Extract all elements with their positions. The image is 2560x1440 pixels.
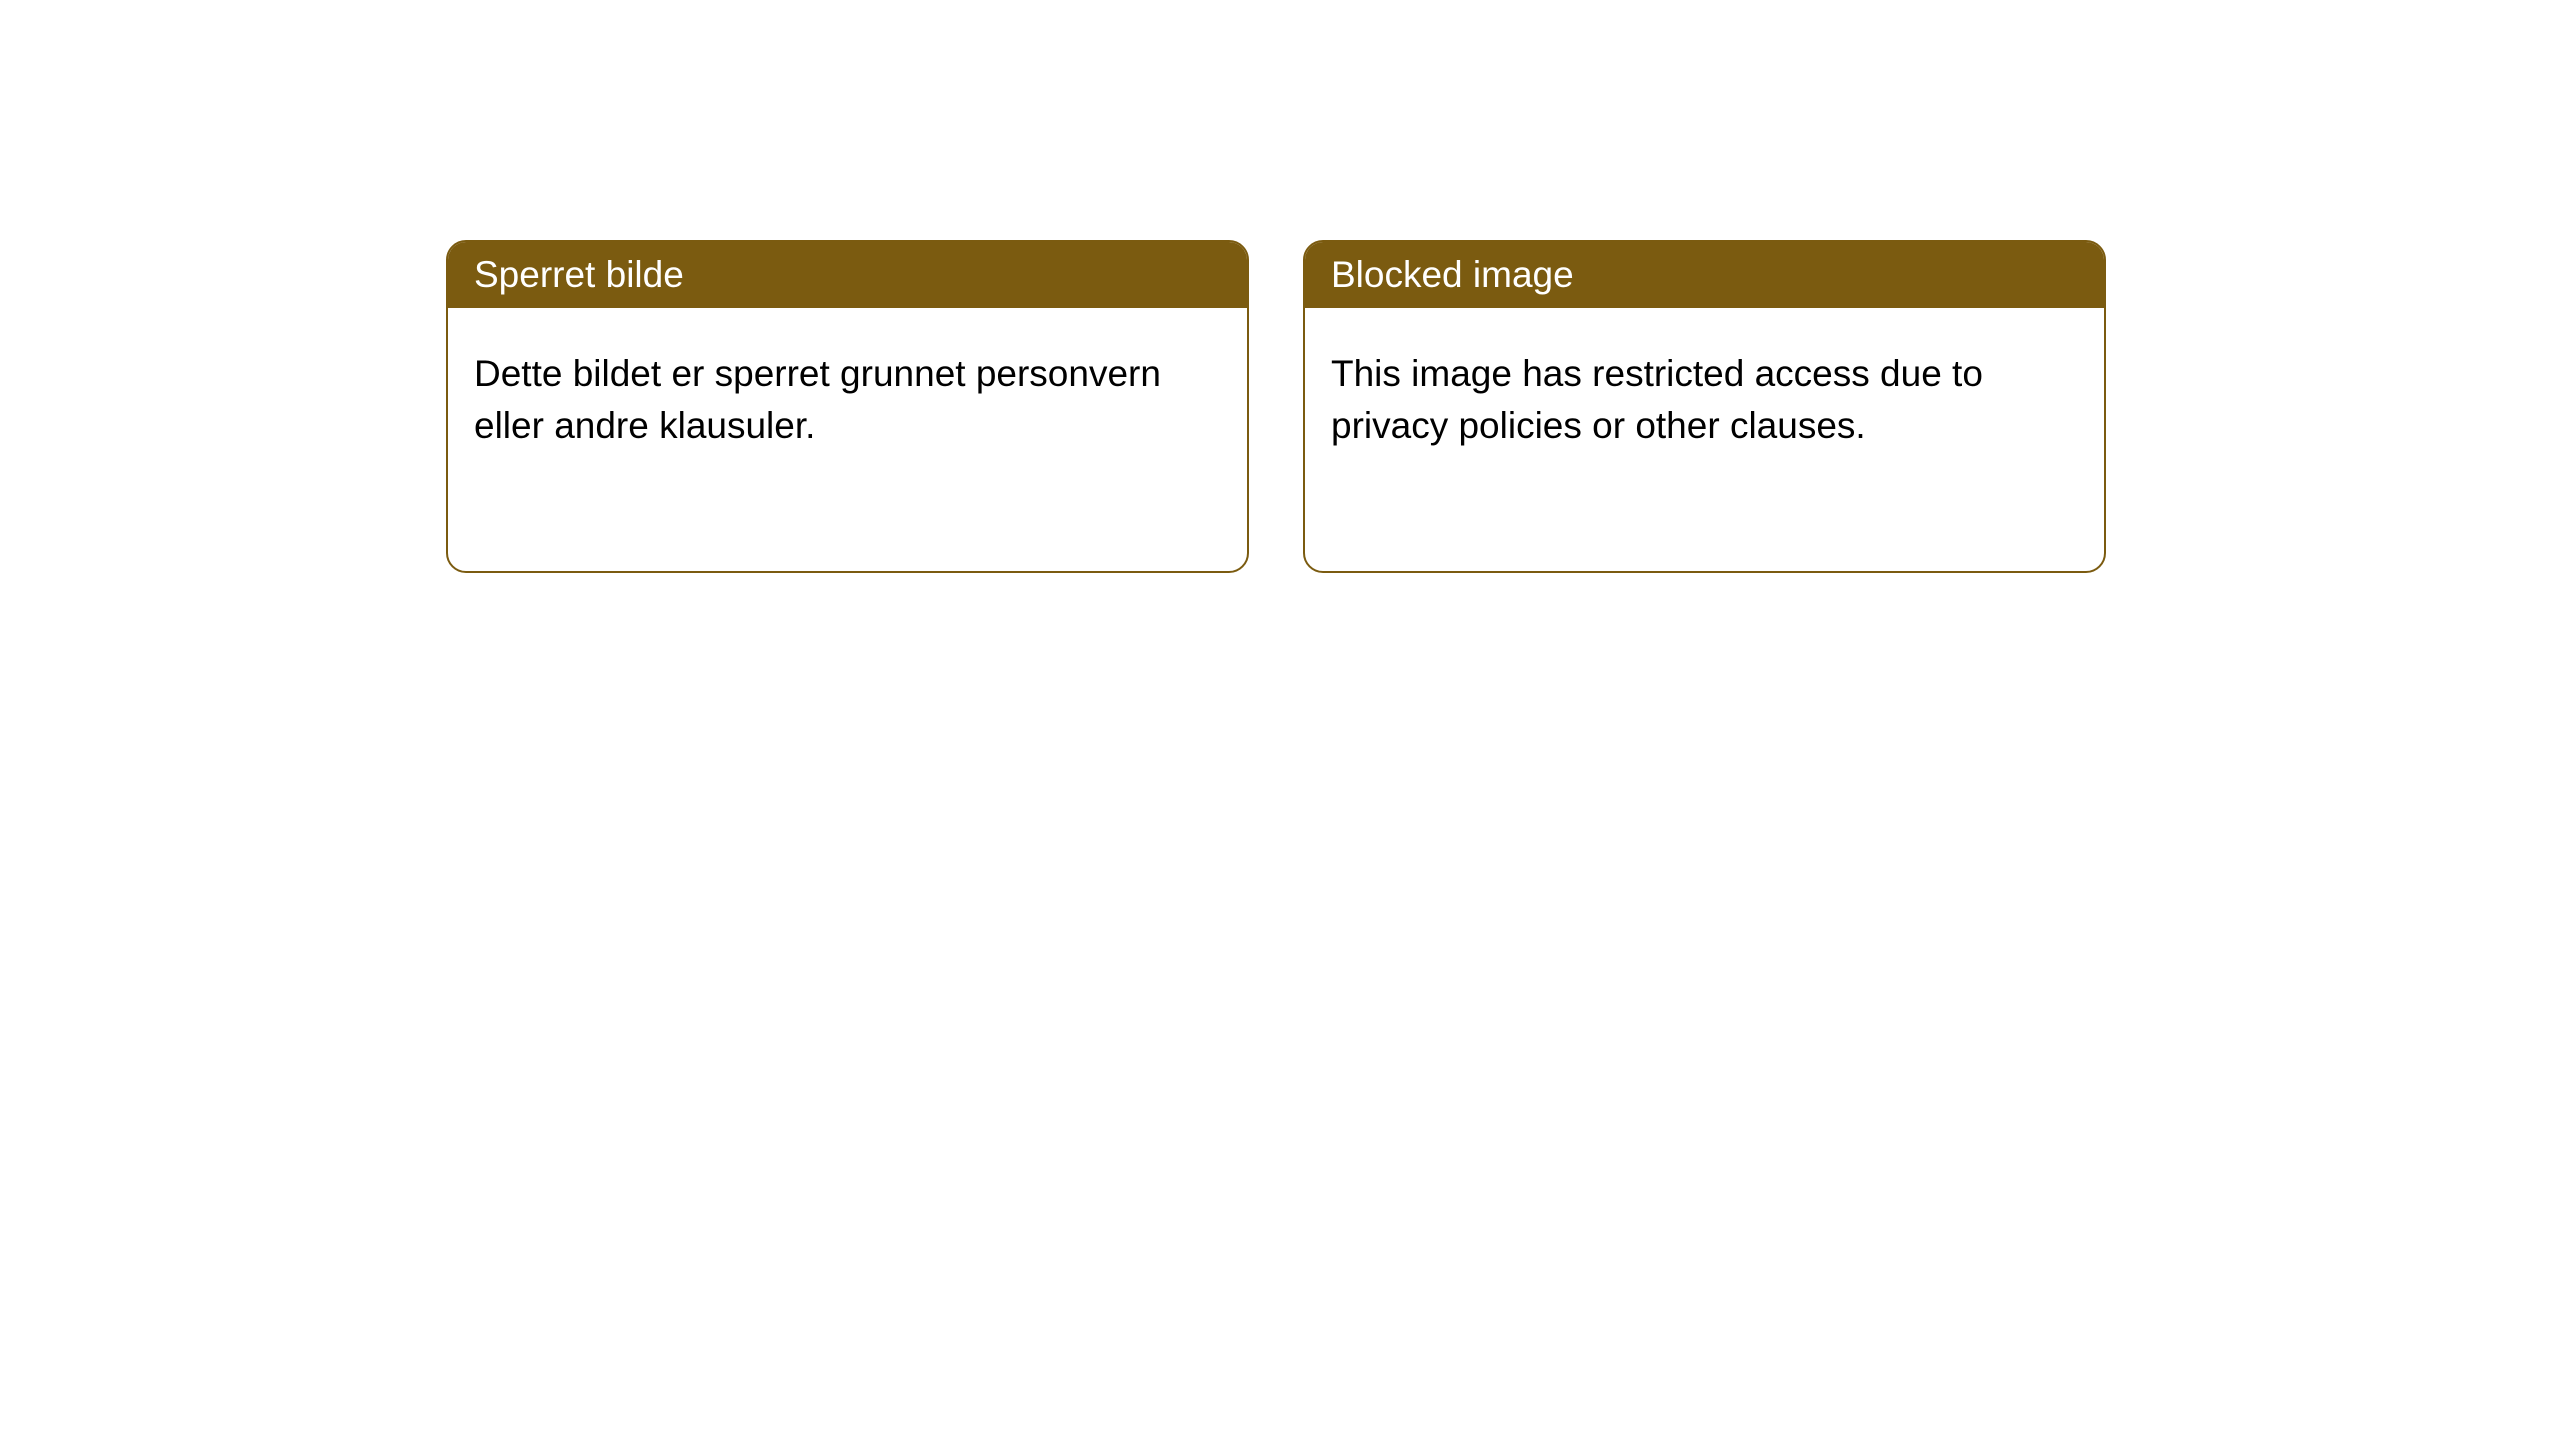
notice-message: Dette bildet er sperret grunnet personve… [474,353,1161,446]
notice-header: Blocked image [1305,242,2104,308]
notice-card-english: Blocked image This image has restricted … [1303,240,2106,573]
notice-title: Blocked image [1331,254,1574,295]
notice-container: Sperret bilde Dette bildet er sperret gr… [0,0,2560,573]
notice-header: Sperret bilde [448,242,1247,308]
notice-message: This image has restricted access due to … [1331,353,1983,446]
notice-title: Sperret bilde [474,254,684,295]
notice-body: This image has restricted access due to … [1305,308,2104,492]
notice-body: Dette bildet er sperret grunnet personve… [448,308,1247,492]
notice-card-norwegian: Sperret bilde Dette bildet er sperret gr… [446,240,1249,573]
